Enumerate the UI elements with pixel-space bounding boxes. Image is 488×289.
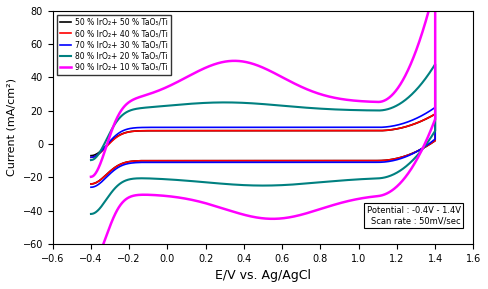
50 % IrO₂+ 50 % TaO₅/Ti <box>108 169 114 173</box>
60 % IrO₂+ 40 % TaO₅/Ti <box>234 159 240 162</box>
Line: 70 % IrO₂+ 30 % TaO₅/Ti: 70 % IrO₂+ 30 % TaO₅/Ti <box>91 108 435 187</box>
80 % IrO₂+ 20 % TaO₅/Ti <box>123 111 129 114</box>
60 % IrO₂+ 40 % TaO₅/Ti <box>88 155 94 159</box>
90 % IrO₂+ 10 % TaO₅/Ti <box>234 211 240 214</box>
Y-axis label: Current (mA/cm²): Current (mA/cm²) <box>7 78 17 176</box>
Line: 80 % IrO₂+ 20 % TaO₅/Ti: 80 % IrO₂+ 20 % TaO₅/Ti <box>91 64 435 214</box>
80 % IrO₂+ 20 % TaO₅/Ti <box>88 158 94 162</box>
90 % IrO₂+ 10 % TaO₅/Ti <box>405 69 410 73</box>
70 % IrO₂+ 30 % TaO₅/Ti <box>432 106 438 109</box>
Line: 90 % IrO₂+ 10 % TaO₅/Ti: 90 % IrO₂+ 10 % TaO₅/Ti <box>91 0 435 264</box>
50 % IrO₂+ 50 % TaO₅/Ti <box>88 182 94 186</box>
60 % IrO₂+ 40 % TaO₅/Ti <box>108 169 114 173</box>
90 % IrO₂+ 10 % TaO₅/Ti <box>123 103 129 106</box>
60 % IrO₂+ 40 % TaO₅/Ti <box>405 125 410 128</box>
70 % IrO₂+ 30 % TaO₅/Ti <box>123 128 129 131</box>
70 % IrO₂+ 30 % TaO₅/Ti <box>108 171 114 175</box>
70 % IrO₂+ 30 % TaO₅/Ti <box>108 171 114 175</box>
Text: Potential : -0.4V - 1.4V
Scan rate : 50mV/sec: Potential : -0.4V - 1.4V Scan rate : 50m… <box>367 206 461 225</box>
90 % IrO₂+ 10 % TaO₅/Ti <box>88 262 94 266</box>
50 % IrO₂+ 50 % TaO₅/Ti <box>234 159 240 162</box>
50 % IrO₂+ 50 % TaO₅/Ti <box>123 131 129 134</box>
70 % IrO₂+ 30 % TaO₅/Ti <box>423 112 429 115</box>
70 % IrO₂+ 30 % TaO₅/Ti <box>88 155 94 159</box>
70 % IrO₂+ 30 % TaO₅/Ti <box>88 186 94 189</box>
90 % IrO₂+ 10 % TaO₅/Ti <box>108 223 114 226</box>
80 % IrO₂+ 20 % TaO₅/Ti <box>234 183 240 186</box>
60 % IrO₂+ 40 % TaO₅/Ti <box>432 112 438 116</box>
80 % IrO₂+ 20 % TaO₅/Ti <box>405 96 410 100</box>
Legend: 50 % IrO₂+ 50 % TaO₅/Ti, 60 % IrO₂+ 40 % TaO₅/Ti, 70 % IrO₂+ 30 % TaO₅/Ti, 80 % : 50 % IrO₂+ 50 % TaO₅/Ti, 60 % IrO₂+ 40 %… <box>57 15 171 75</box>
60 % IrO₂+ 40 % TaO₅/Ti <box>108 169 114 172</box>
80 % IrO₂+ 20 % TaO₅/Ti <box>432 62 438 66</box>
X-axis label: E/V vs. Ag/AgCl: E/V vs. Ag/AgCl <box>215 269 311 282</box>
80 % IrO₂+ 20 % TaO₅/Ti <box>88 212 94 216</box>
80 % IrO₂+ 20 % TaO₅/Ti <box>108 191 114 195</box>
90 % IrO₂+ 10 % TaO₅/Ti <box>88 175 94 179</box>
80 % IrO₂+ 20 % TaO₅/Ti <box>108 192 114 195</box>
70 % IrO₂+ 30 % TaO₅/Ti <box>405 120 410 124</box>
80 % IrO₂+ 20 % TaO₅/Ti <box>423 76 429 80</box>
90 % IrO₂+ 10 % TaO₅/Ti <box>423 19 429 23</box>
50 % IrO₂+ 50 % TaO₅/Ti <box>432 112 438 116</box>
70 % IrO₂+ 30 % TaO₅/Ti <box>234 161 240 164</box>
60 % IrO₂+ 40 % TaO₅/Ti <box>123 131 129 134</box>
50 % IrO₂+ 50 % TaO₅/Ti <box>423 117 429 121</box>
60 % IrO₂+ 40 % TaO₅/Ti <box>423 117 429 121</box>
50 % IrO₂+ 50 % TaO₅/Ti <box>108 169 114 172</box>
90 % IrO₂+ 10 % TaO₅/Ti <box>108 222 114 225</box>
Line: 50 % IrO₂+ 50 % TaO₅/Ti: 50 % IrO₂+ 50 % TaO₅/Ti <box>91 114 435 184</box>
60 % IrO₂+ 40 % TaO₅/Ti <box>88 182 94 186</box>
Line: 60 % IrO₂+ 40 % TaO₅/Ti: 60 % IrO₂+ 40 % TaO₅/Ti <box>91 114 435 184</box>
50 % IrO₂+ 50 % TaO₅/Ti <box>88 154 94 158</box>
50 % IrO₂+ 50 % TaO₅/Ti <box>405 125 410 128</box>
